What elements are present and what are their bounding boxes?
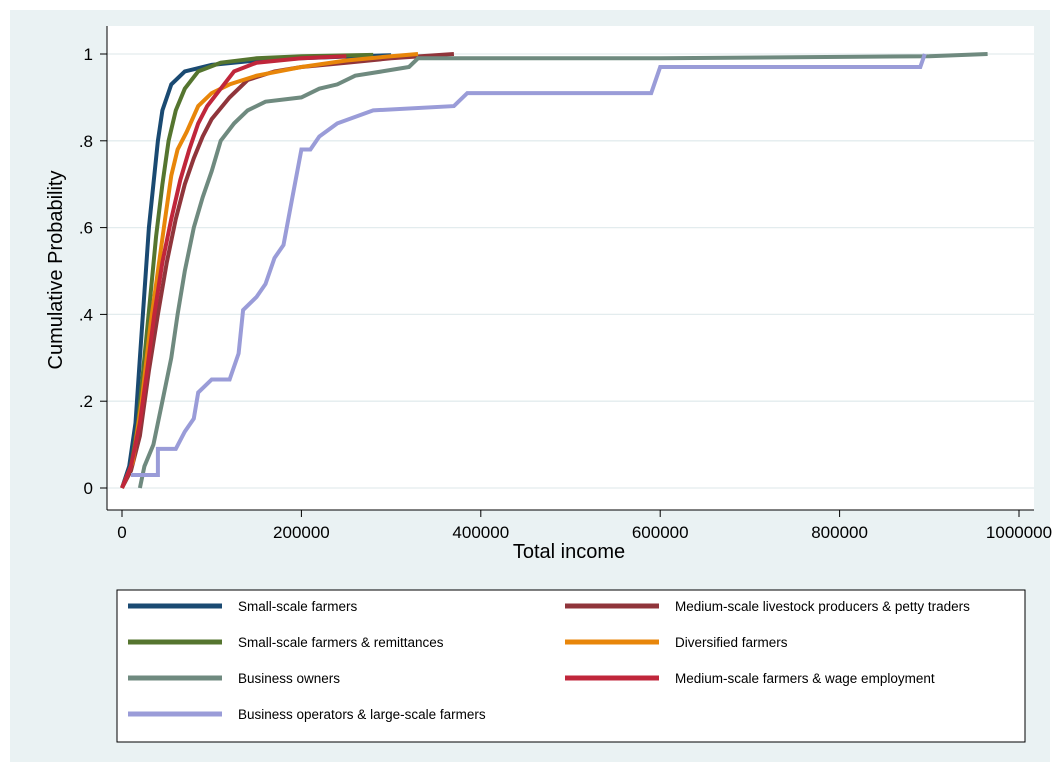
series-layer bbox=[120, 52, 988, 489]
legend-label-6: Business operators & large-scale farmers bbox=[238, 707, 486, 722]
x-tick-label-3: 600000 bbox=[632, 523, 689, 542]
x-tick-label-1: 200000 bbox=[273, 523, 330, 542]
legend: Small-scale farmers Medium-scale livestoc… bbox=[116, 589, 1026, 743]
y-tick-label-5: 1 bbox=[84, 45, 93, 64]
x-axis-title: Total income bbox=[513, 541, 625, 563]
legend-box bbox=[116, 589, 1026, 743]
horizontal-grid bbox=[107, 53, 1034, 489]
plot-area bbox=[107, 26, 1034, 510]
legend-label-3: Diversified farmers bbox=[675, 635, 788, 650]
y-tick-label-1: .2 bbox=[79, 392, 93, 411]
series-line-3 bbox=[120, 52, 419, 489]
series-line-5 bbox=[120, 54, 347, 489]
y-tick-label-3: .6 bbox=[79, 219, 93, 238]
legend-label-0: Small-scale farmers bbox=[238, 599, 358, 614]
legend-label-1: Medium-scale livestock producers & petty… bbox=[675, 599, 970, 614]
x-tick-label-4: 800000 bbox=[811, 523, 868, 542]
series-line-4 bbox=[137, 52, 988, 489]
x-tick-label-2: 400000 bbox=[452, 523, 509, 542]
y-tick-label-4: .8 bbox=[79, 132, 93, 151]
axis-layer: 0 .2 .4 .6 .8 1 0 200000 400000 600000 800000 10000… bbox=[79, 26, 1052, 542]
x-tick-label-5: 1000000 bbox=[986, 523, 1052, 542]
legend-label-4: Business owners bbox=[238, 671, 340, 686]
series-line-6 bbox=[131, 53, 927, 477]
y-tick-label-2: .4 bbox=[79, 305, 93, 324]
legend-label-2: Small-scale farmers & remittances bbox=[238, 635, 444, 650]
x-tick-label-0: 0 bbox=[117, 523, 126, 542]
y-axis-title: Cumulative Probability bbox=[45, 171, 67, 370]
legend-label-5: Medium-scale farmers & wage employment bbox=[675, 671, 935, 686]
y-tick-label-0: 0 bbox=[84, 479, 93, 498]
